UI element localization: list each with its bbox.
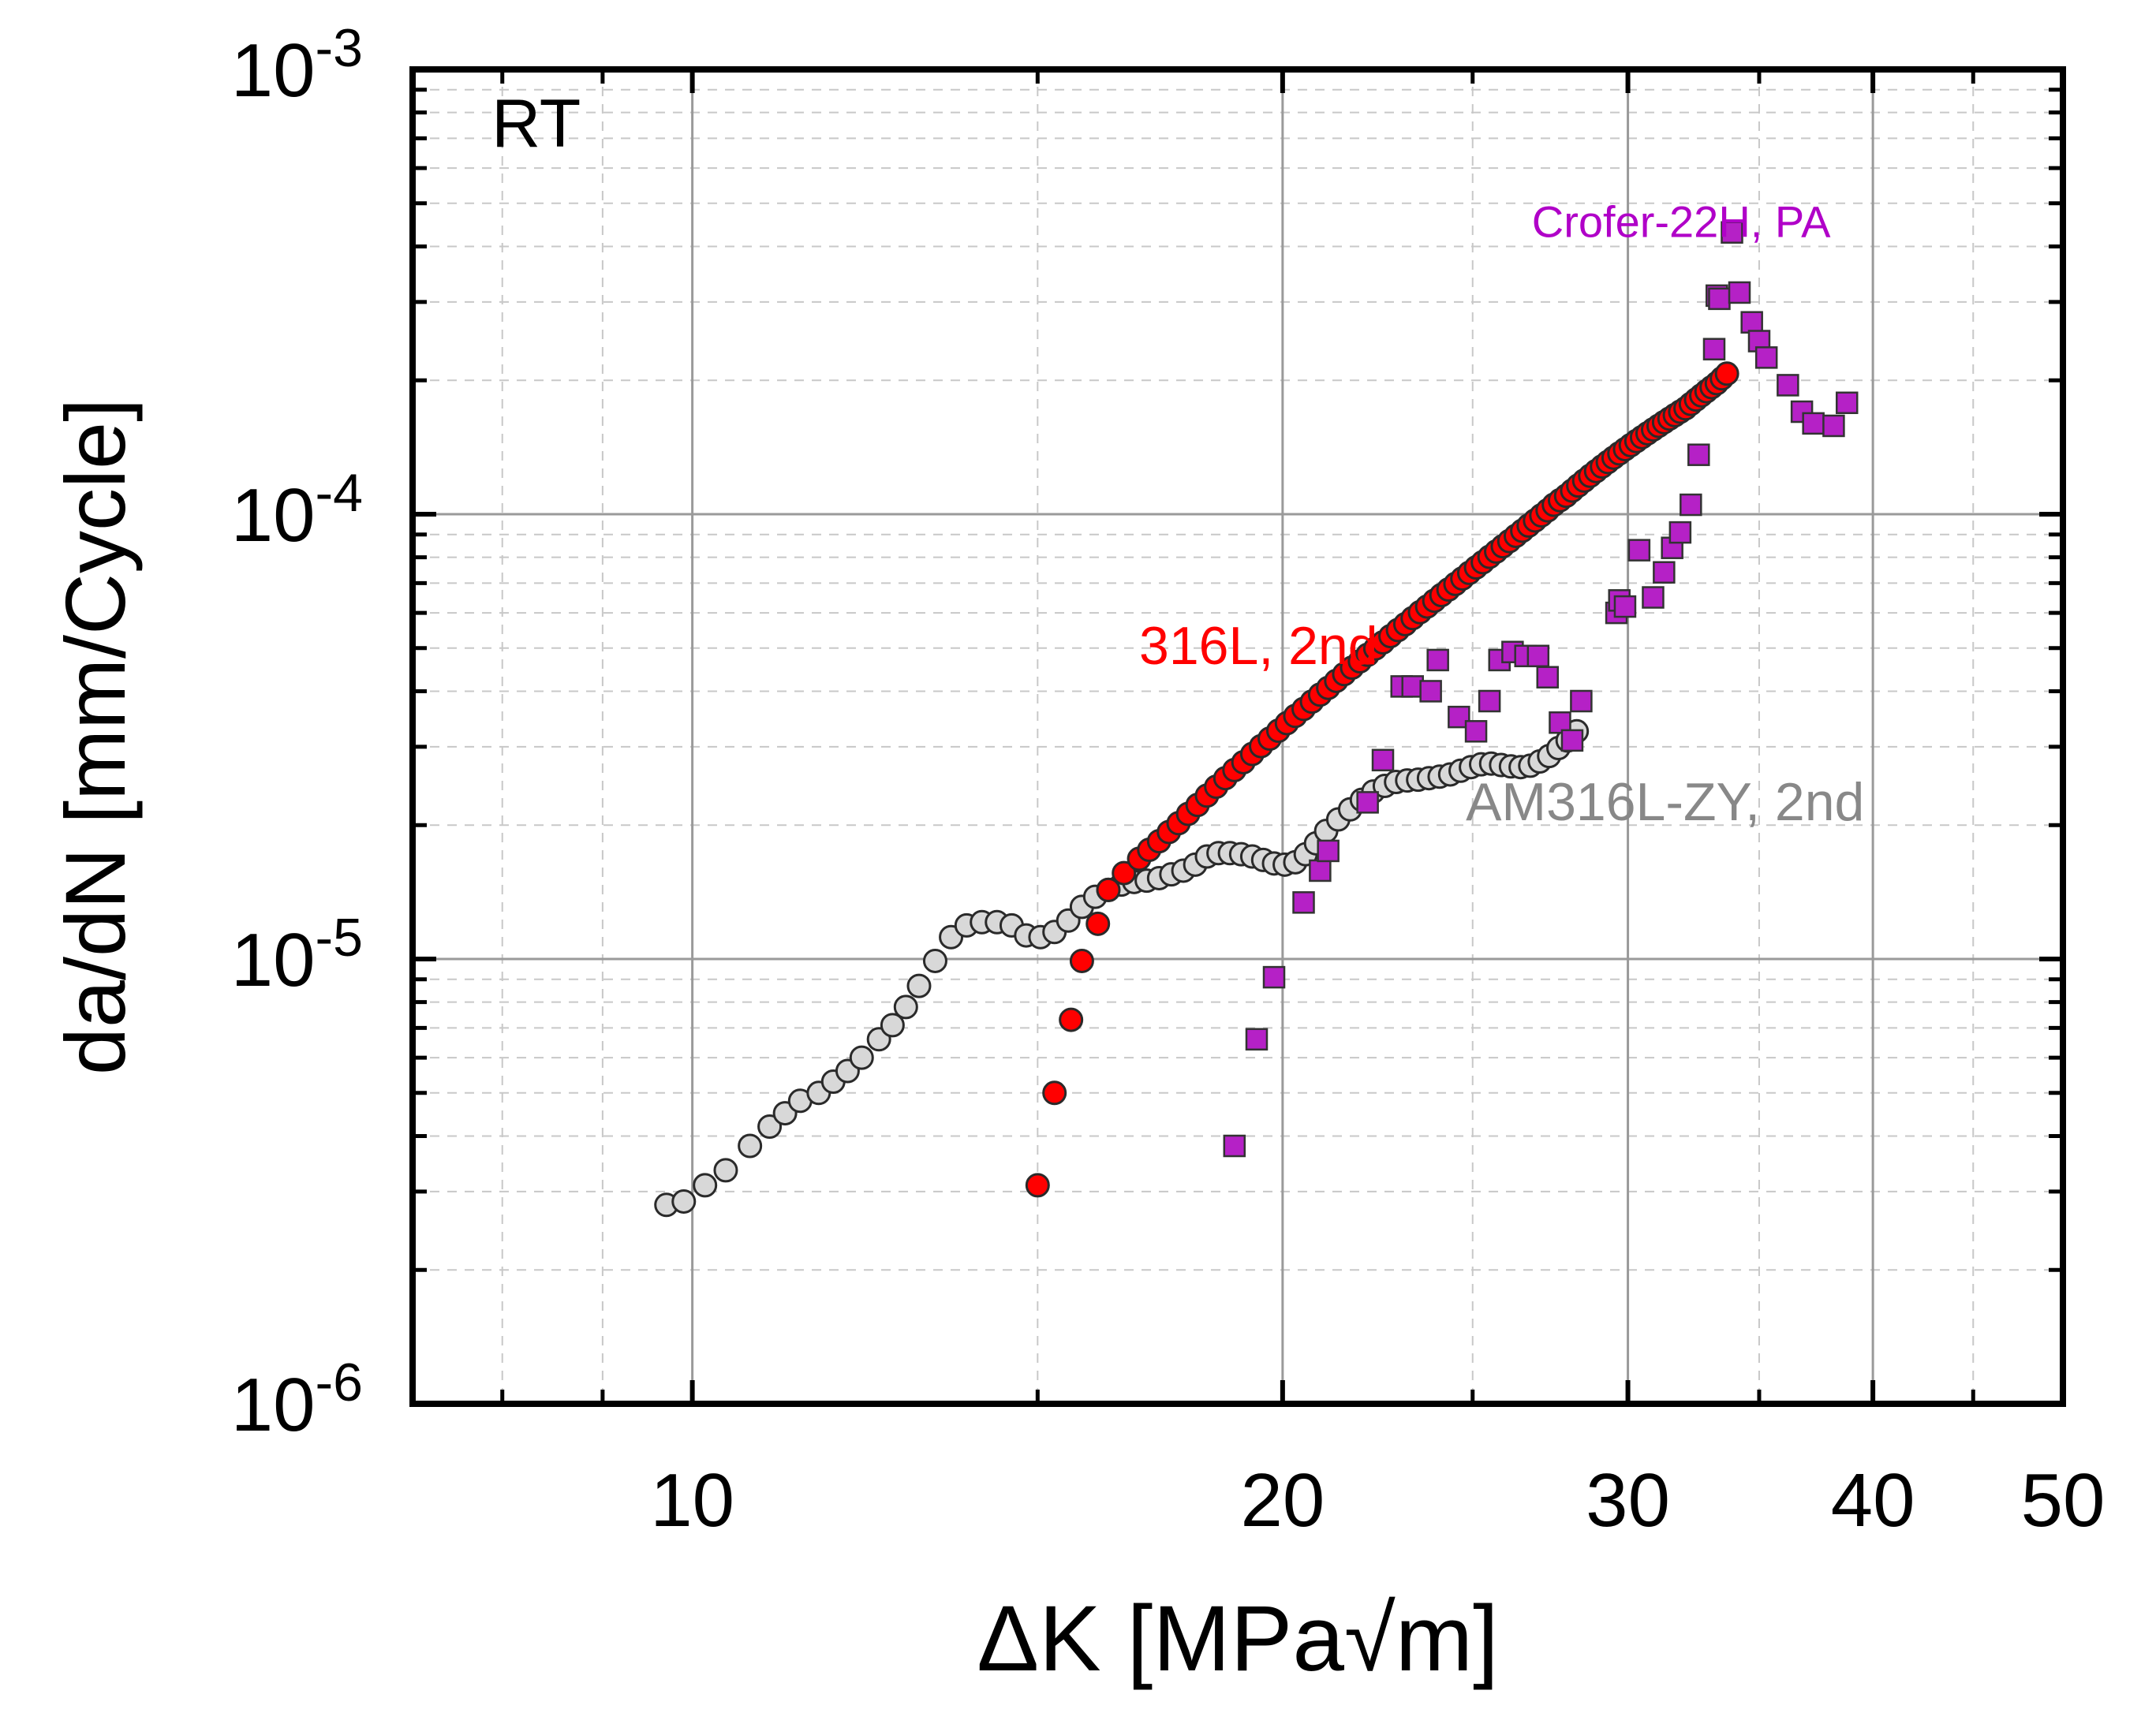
y-tick-label-base: 10 bbox=[231, 1363, 316, 1447]
data-point bbox=[1822, 414, 1845, 438]
y-tick-label: 10-4 bbox=[231, 463, 363, 558]
data-series bbox=[654, 221, 1859, 1218]
data-point bbox=[1740, 311, 1763, 334]
y-tick-label-exponent: -6 bbox=[316, 1353, 363, 1412]
data-point bbox=[1835, 391, 1859, 415]
data-point bbox=[1112, 860, 1137, 886]
data-point bbox=[1426, 648, 1449, 672]
data-point bbox=[1668, 521, 1692, 544]
data-point bbox=[1687, 443, 1710, 466]
y-tick-label-base: 10 bbox=[231, 918, 316, 1002]
data-point bbox=[713, 1158, 738, 1183]
data-point bbox=[1096, 877, 1121, 902]
data-point bbox=[1536, 666, 1560, 688]
data-point bbox=[1401, 675, 1424, 698]
series-316l-2nd bbox=[1025, 361, 1739, 1198]
y-tick-label: 10-6 bbox=[231, 1353, 363, 1447]
data-point bbox=[1223, 1134, 1246, 1158]
y-tick-label-base: 10 bbox=[231, 473, 316, 558]
data-point bbox=[1642, 586, 1665, 609]
x-tick-label: 20 bbox=[1240, 1458, 1325, 1543]
data-point bbox=[1419, 680, 1442, 703]
data-point bbox=[849, 1045, 874, 1070]
data-point bbox=[1464, 720, 1488, 743]
data-point bbox=[1085, 911, 1111, 936]
data-point bbox=[1754, 346, 1778, 369]
data-point bbox=[1560, 729, 1584, 752]
annotations: RT Crofer-22H, PA 316L, 2nd AM316L-ZY, 2nd bbox=[491, 86, 1864, 832]
series-crofer-22h-pa bbox=[1223, 221, 1859, 1158]
data-point bbox=[1478, 689, 1501, 713]
x-tick-label: 10 bbox=[650, 1458, 734, 1543]
data-point bbox=[1292, 891, 1315, 914]
data-point bbox=[1371, 748, 1395, 772]
data-point bbox=[1262, 965, 1286, 989]
x-tick-labels: 10 20 30 40 50 bbox=[650, 1458, 2105, 1543]
y-tick-label-exponent: -5 bbox=[316, 908, 363, 968]
data-point bbox=[1356, 791, 1379, 814]
data-point bbox=[1042, 1080, 1067, 1106]
y-tick-label: 10-5 bbox=[231, 908, 363, 1002]
y-tick-label-base: 10 bbox=[231, 28, 316, 113]
data-point bbox=[757, 1114, 783, 1139]
data-point bbox=[1777, 374, 1799, 397]
data-point bbox=[1702, 338, 1726, 360]
data-point bbox=[738, 1133, 763, 1159]
data-point bbox=[671, 1189, 697, 1214]
data-point bbox=[1680, 493, 1702, 517]
data-point bbox=[1721, 221, 1743, 244]
data-point bbox=[893, 994, 918, 1020]
x-tick-label: 40 bbox=[1831, 1458, 1915, 1543]
data-point bbox=[1708, 287, 1731, 311]
x-axis-title: ΔK [MPa√m] bbox=[977, 1587, 1499, 1691]
data-point bbox=[1526, 644, 1550, 668]
data-point bbox=[1802, 412, 1825, 435]
data-point bbox=[1653, 561, 1676, 584]
data-point bbox=[1613, 595, 1637, 618]
x-tick-label: 30 bbox=[1586, 1458, 1670, 1543]
data-point bbox=[922, 948, 947, 973]
series-am316l-zy-2nd bbox=[654, 718, 1590, 1218]
data-point bbox=[1317, 839, 1340, 863]
annotation-label: RT bbox=[491, 86, 581, 162]
y-tick-label-exponent: -3 bbox=[316, 18, 363, 78]
y-tick-label-exponent: -4 bbox=[316, 463, 363, 523]
annotation-label: AM316L-ZY, 2nd bbox=[1466, 772, 1864, 832]
data-point bbox=[1627, 539, 1651, 562]
minor-gridlines bbox=[413, 69, 2063, 1404]
data-point bbox=[1059, 1007, 1084, 1032]
data-point bbox=[1570, 689, 1593, 713]
data-point bbox=[1309, 859, 1332, 883]
data-point bbox=[880, 1013, 905, 1038]
data-point bbox=[1069, 948, 1094, 973]
data-point bbox=[1728, 281, 1751, 304]
plot-frame bbox=[409, 66, 2066, 1407]
data-point bbox=[1245, 1028, 1269, 1051]
x-tick-label: 50 bbox=[2021, 1458, 2106, 1543]
data-point bbox=[1025, 1173, 1050, 1198]
data-point bbox=[1714, 361, 1739, 386]
y-axis-title: da/dN [mm/Cycle] bbox=[47, 398, 143, 1075]
data-point bbox=[906, 973, 932, 998]
annotation-label: 316L, 2nd bbox=[1139, 616, 1378, 676]
annotation-label: Crofer-22H, PA bbox=[1532, 196, 1831, 246]
y-tick-label: 10-3 bbox=[231, 18, 363, 113]
data-point bbox=[693, 1173, 718, 1198]
y-tick-labels: 10-610-510-410-3 bbox=[231, 18, 363, 1447]
